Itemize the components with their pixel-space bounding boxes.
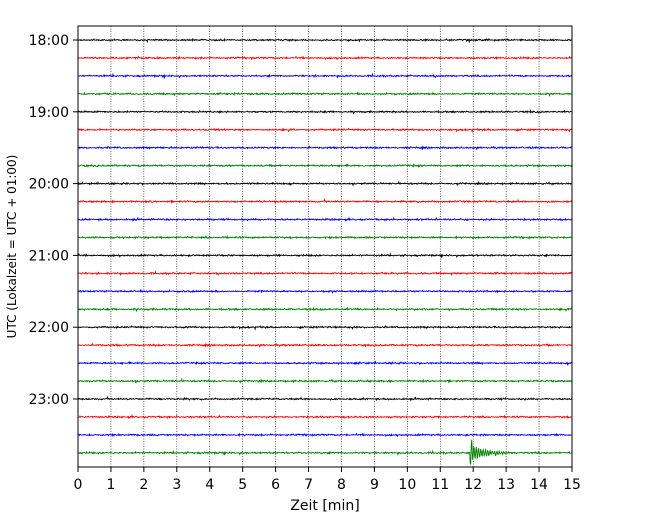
plot-frame [77, 25, 573, 468]
x-tick-label: 11 [431, 477, 449, 493]
trace-2045 [77, 235, 573, 240]
trace-2030 [77, 216, 573, 222]
trace-2330 [77, 432, 573, 438]
trace-1815 [77, 55, 573, 61]
x-tick-label: 0 [74, 477, 83, 493]
y-axis: 18:00 19:00 20:00 21:00 22:00 23:00 [29, 33, 78, 408]
x-tick-label: 13 [497, 477, 515, 493]
trace-1830 [77, 72, 573, 79]
trace-2130 [77, 289, 573, 295]
trace-1930 [77, 145, 573, 151]
x-tick-label: 4 [205, 477, 214, 493]
trace-2245 [77, 377, 573, 384]
x-tick-label: 1 [106, 477, 115, 493]
y-tick-label: 20:00 [29, 177, 69, 193]
x-tick-label: 12 [464, 477, 482, 493]
x-tick-label: 10 [398, 477, 416, 493]
trace-2215 [77, 342, 573, 348]
trace-2100 [77, 252, 573, 259]
y-axis-label: UTC (Lokalzeit = UTC + 01:00) [5, 155, 19, 339]
x-tick-label: 8 [337, 477, 346, 493]
grid-layer [110, 26, 540, 467]
x-tick-label: 14 [530, 477, 548, 493]
x-tick-label: 6 [271, 477, 280, 493]
x-tick-label: 5 [238, 477, 247, 493]
traces-layer [77, 37, 573, 466]
trace-2145 [77, 306, 573, 313]
x-tick-label: 2 [139, 477, 148, 493]
y-tick-label: 22:00 [29, 320, 69, 336]
trace-1845 [77, 91, 573, 97]
trace-2315 [77, 413, 573, 420]
y-tick-label: 18:00 [29, 33, 69, 49]
trace-1945 [77, 163, 573, 169]
trace-1900 [77, 109, 573, 115]
x-tick-label: 7 [304, 477, 313, 493]
trace-2000 [77, 180, 573, 187]
trace-2300 [77, 395, 573, 402]
y-tick-label: 23:00 [29, 392, 69, 408]
trace-2200 [77, 324, 573, 331]
x-axis: 0 1 2 3 4 5 6 7 8 9 10 11 12 13 14 15 [74, 467, 581, 493]
trace-2115 [77, 270, 573, 277]
trace-2015 [77, 198, 573, 205]
trace-1915 [77, 127, 573, 134]
x-tick-label: 15 [563, 477, 581, 493]
trace-2345 [77, 439, 573, 466]
x-axis-label: Zeit [min] [290, 498, 359, 514]
trace-1800 [77, 37, 573, 44]
trace-2230 [77, 360, 573, 366]
x-tick-label: 3 [172, 477, 181, 493]
y-tick-label: 19:00 [29, 105, 69, 121]
y-tick-label: 21:00 [29, 248, 69, 264]
x-tick-label: 9 [370, 477, 379, 493]
